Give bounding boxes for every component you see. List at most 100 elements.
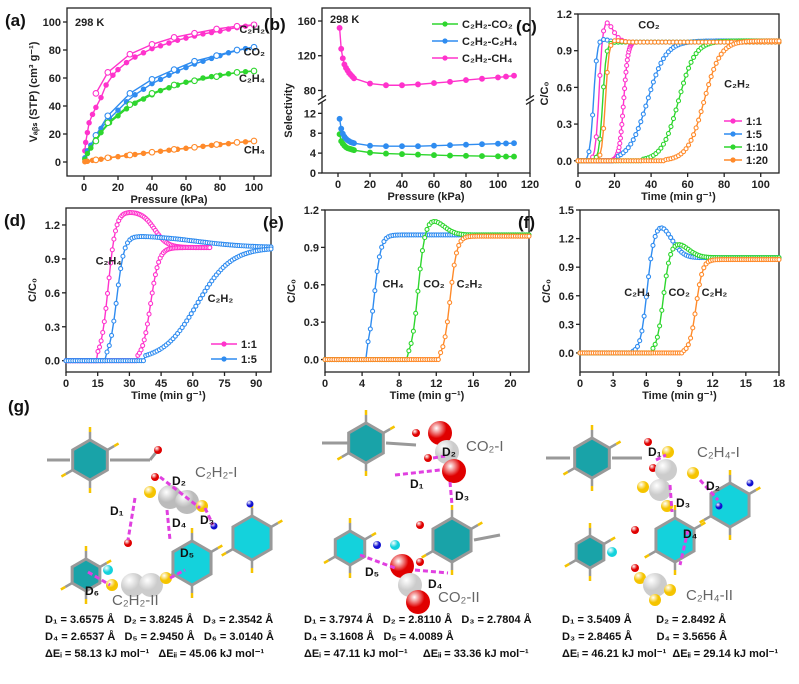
data-point (673, 107, 679, 113)
data-point (242, 23, 249, 29)
info-line: D₁ = 3.6575 Å D₂ = 3.8245 Å D₃ = 2.3542 … (45, 614, 274, 626)
plot-frame (66, 7, 272, 177)
data-point (601, 84, 607, 90)
data-point (92, 137, 100, 145)
data-point (115, 113, 121, 119)
data-point (415, 151, 421, 158)
data-point (604, 69, 610, 75)
curve-annotation: C₂H₄ (96, 256, 122, 268)
data-point (181, 321, 187, 327)
info-line: D₃ = 2.8465 Å D₄ = 3.5656 Å (562, 631, 728, 643)
panel-label: (e) (263, 213, 284, 232)
legend-label: 1:20 (746, 155, 768, 167)
y-tick-label: 12 (304, 108, 316, 120)
series-line (325, 235, 529, 361)
temperature-label: 298 K (330, 14, 359, 26)
data-point (213, 25, 220, 33)
data-point (126, 101, 134, 108)
series-CH4: CH₄ (322, 232, 532, 363)
y-tick-label: 20 (49, 129, 61, 141)
data-point (183, 64, 189, 71)
data-point (379, 244, 385, 250)
data-point (208, 142, 215, 149)
data-point (250, 67, 258, 75)
data-point (693, 125, 699, 131)
data-point (208, 73, 215, 80)
hydrogen-atom (644, 553, 650, 559)
data-point (526, 233, 532, 239)
data-point (650, 242, 656, 248)
x-tick-label: 12 (707, 378, 719, 390)
y-tick-label: 0.3 (557, 119, 572, 131)
legend-marker (442, 55, 448, 61)
data-point (776, 257, 782, 263)
legend-marker (730, 131, 736, 137)
legend-marker (221, 356, 227, 362)
data-point (92, 90, 100, 97)
data-point (157, 76, 164, 83)
x-axis-label: Time (min g⁻¹) (390, 390, 465, 402)
carbon-atom (643, 573, 667, 597)
oxygen-atom (124, 539, 132, 547)
data-point (593, 134, 599, 140)
data-point (140, 96, 147, 102)
data-point (708, 73, 714, 80)
data-point (601, 125, 607, 131)
data-point (601, 28, 607, 34)
molecule-label-top: CO₂-I (466, 438, 504, 455)
hydrogen-atom (336, 455, 343, 461)
data-point (383, 82, 389, 89)
data-point (663, 52, 669, 58)
data-point (680, 80, 687, 86)
data-point (639, 328, 645, 334)
series-C2H2: C₂H₂ (322, 233, 532, 363)
data-point (624, 62, 630, 69)
bond (648, 549, 657, 557)
data-point (479, 141, 485, 148)
info-line: D₄ = 2.6537 Å D₅ = 2.9450 Å D₆ = 3.0140 … (45, 631, 274, 643)
data-point (170, 34, 178, 41)
interaction-line (432, 454, 446, 460)
data-point (693, 50, 699, 57)
data-point (148, 148, 156, 156)
x-tick-label: 20 (504, 378, 516, 390)
y-tick-label: 0.0 (45, 356, 60, 368)
data-point (503, 153, 509, 160)
data-point (109, 332, 115, 338)
data-point (586, 149, 592, 155)
data-point (112, 228, 119, 234)
hydrogen-atom (160, 572, 172, 584)
info-line: ΔEᵢ = 46.21 kJ mol⁻¹ ΔEᵢᵢ = 29.14 kJ mol… (562, 648, 779, 660)
data-point (399, 82, 405, 89)
y-tick-label: 60 (49, 73, 61, 85)
x-tick-label: 20 (364, 179, 376, 191)
data-point (431, 142, 437, 149)
data-point (183, 35, 189, 41)
distance-label: D₅ (180, 546, 194, 560)
bond (364, 534, 373, 541)
data-point (123, 106, 130, 112)
y-tick-label: 120 (298, 51, 316, 63)
data-point (447, 152, 453, 159)
data-point (447, 142, 453, 149)
info-c2h4: D₁ = 3.5409 Å D₂ = 2.8492 Å D₃ = 2.8465 … (562, 612, 778, 663)
data-point (683, 345, 689, 352)
data-point (104, 69, 112, 76)
y-tick-label: 100 (43, 17, 61, 29)
data-point (84, 158, 91, 165)
data-point (399, 151, 405, 158)
data-point (688, 335, 694, 341)
bond (106, 444, 115, 452)
data-point (140, 50, 147, 56)
chart-e: 0 4 8 12 16 20 0.0 0.3 0.6 0.9 1.2 Time (min g⁻¹) C/… (263, 205, 532, 402)
series-label: C₂H₂ (702, 287, 728, 299)
data-point (503, 140, 509, 147)
data-point (170, 146, 178, 153)
x-tick-label: 0 (575, 179, 581, 191)
chart-c: 0 20 40 60 80 100 0.0 0.3 0.6 0.9 1.2 Time (min g⁻¹… (516, 9, 782, 203)
data-point (225, 50, 232, 56)
hydrogen-atom (371, 531, 377, 537)
hydrogen-atom (564, 562, 570, 568)
interaction-line (87, 570, 111, 587)
data-point (634, 343, 641, 349)
